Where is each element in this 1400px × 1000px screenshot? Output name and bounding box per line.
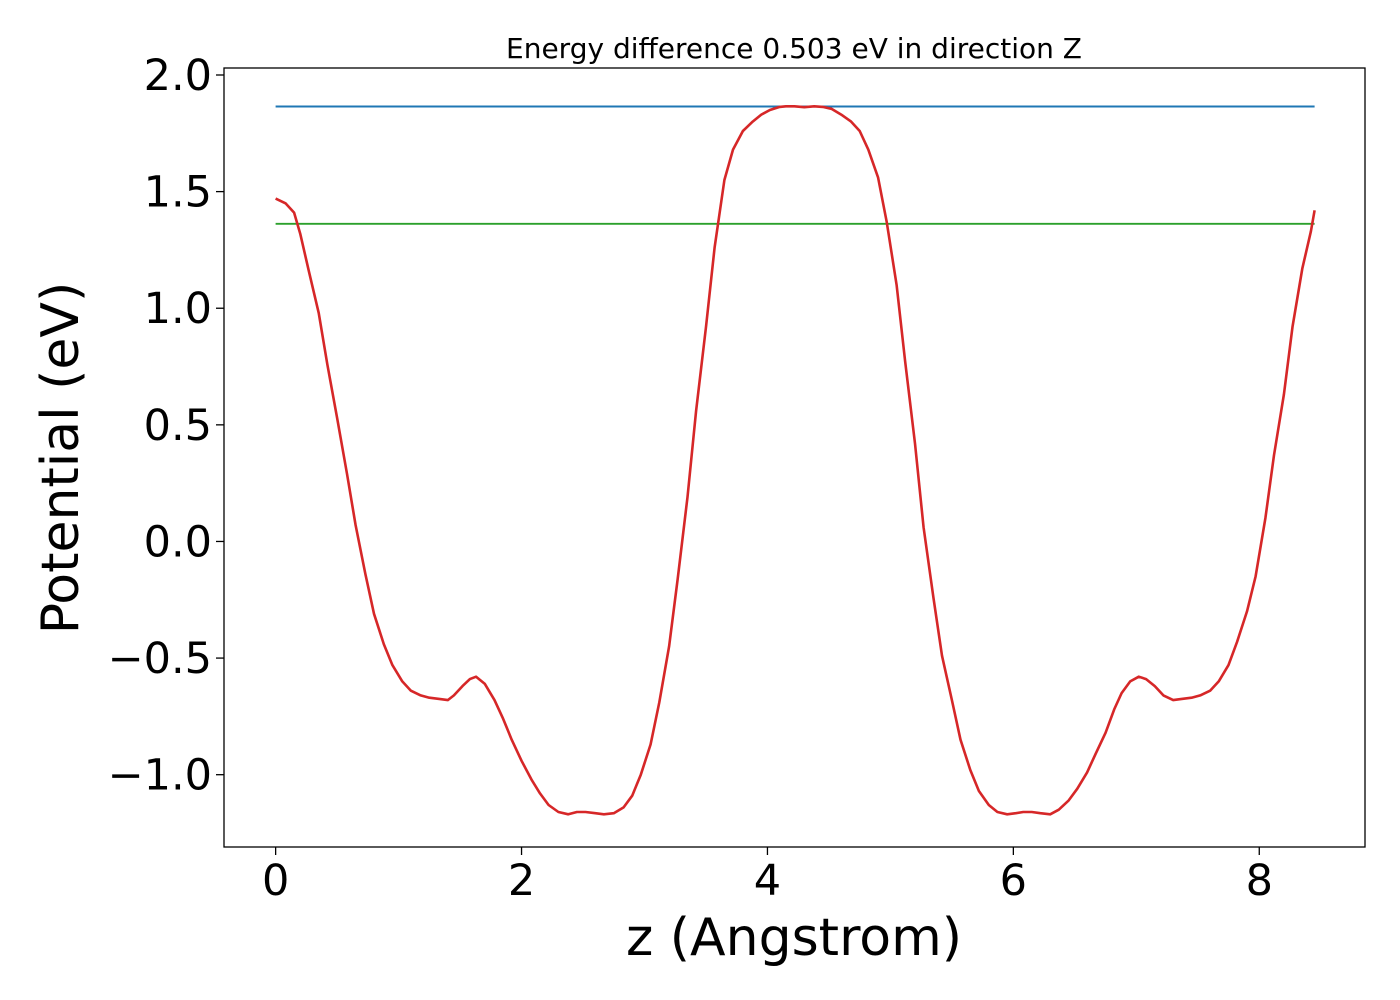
x-axis: 0 2 4 6 8	[262, 847, 1273, 906]
series-line-3	[275, 105, 1316, 816]
x-tick-label: 6	[1000, 856, 1027, 906]
y-axis-label: Potential (eV)	[31, 282, 91, 634]
x-tick-label: 8	[1246, 856, 1273, 906]
x-tick-label: 0	[262, 856, 289, 906]
x-tick-label: 4	[754, 856, 781, 906]
y-tick-label: 0.0	[144, 517, 212, 567]
y-tick-label: 1.5	[144, 168, 212, 218]
x-axis-label: z (Angstrom)	[626, 908, 962, 968]
y-axis: −1.0 −0.5 0.0 0.5 1.0 1.5 2.0	[108, 51, 224, 801]
y-tick-label: −1.0	[108, 751, 212, 801]
chart-title: Energy difference 0.503 eV in direction …	[506, 32, 1082, 65]
y-tick-label: 2.0	[144, 51, 212, 101]
y-tick-label: 0.5	[144, 401, 212, 451]
y-tick-label: −0.5	[108, 634, 212, 684]
plot-area	[275, 105, 1316, 816]
y-tick-label: 1.0	[144, 284, 212, 334]
plot-frame	[223, 67, 1366, 848]
x-tick-label: 2	[508, 856, 535, 906]
